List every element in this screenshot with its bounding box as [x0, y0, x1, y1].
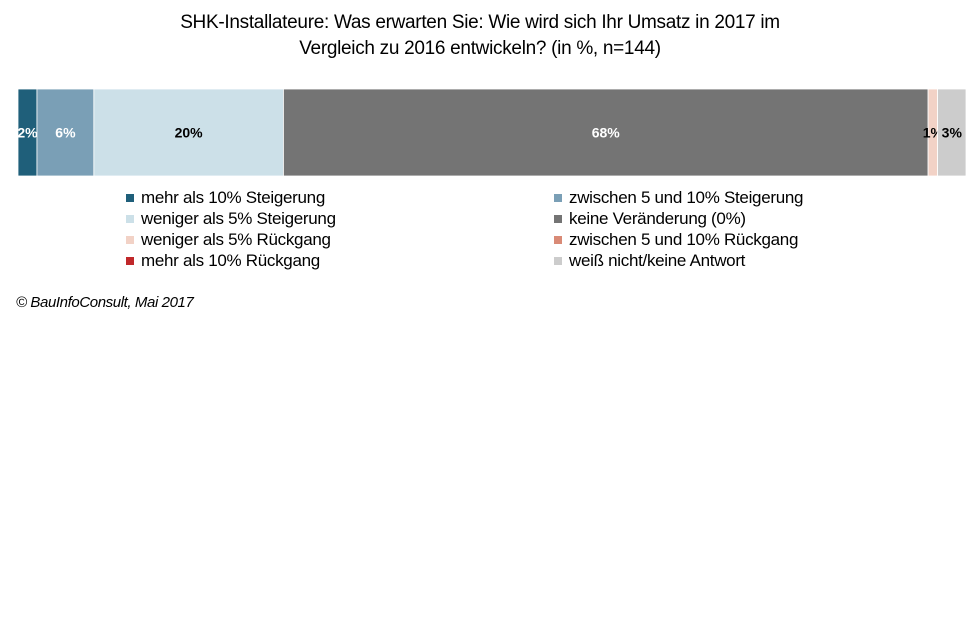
legend-item-mehr-als-10-steigerung: mehr als 10% Steigerung	[126, 187, 336, 208]
data-label-keine-ver-nderung-0: 68%	[592, 125, 621, 141]
legend-label: zwischen 5 und 10% Rückgang	[569, 229, 799, 249]
legend-swatch	[554, 214, 562, 223]
data-label-weniger-als-5-steigerung: 20%	[175, 125, 204, 141]
bar-segment-wei-nicht-keine-antwort	[937, 88, 967, 177]
legend-item-wei-nicht-keine-antwort: weiß nicht/keine Antwort	[554, 250, 803, 271]
legend-label: weniger als 5% Rückgang	[141, 229, 331, 249]
legend-label: weiß nicht/keine Antwort	[569, 250, 746, 270]
source-note: © BauInfoConsult, Mai 2017	[16, 294, 194, 311]
legend-item-zwischen-5-und-10-r-ckgang: zwischen 5 und 10% Rückgang	[554, 229, 803, 250]
bar-segment-keine-ver-nderung-0	[283, 88, 929, 177]
legend-swatch	[126, 256, 134, 265]
legend-label: mehr als 10% Rückgang	[141, 250, 320, 270]
legend-item-weniger-als-5-steigerung: weniger als 5% Steigerung	[126, 208, 336, 229]
legend-item-zwischen-5-und-10-steigerung: zwischen 5 und 10% Steigerung	[554, 187, 803, 208]
data-label-wei-nicht-keine-antwort: 3%	[942, 125, 963, 141]
legend-item-mehr-als-10-r-ckgang: mehr als 10% Rückgang	[126, 250, 336, 271]
bar-segment-weniger-als-5-steigerung	[93, 88, 284, 177]
legend-label: zwischen 5 und 10% Steigerung	[569, 187, 804, 207]
legend-swatch	[554, 235, 562, 244]
data-label-zwischen-5-und-10-steigerung: 6%	[55, 125, 76, 141]
chart-title-line-2: Vergleich zu 2016 entwickeln? (in %, n=1…	[299, 38, 661, 59]
legend-swatch	[126, 214, 134, 223]
chart-title: SHK-Installateure: Was erwarten Sie: Wie…	[60, 10, 900, 62]
legend-swatch	[554, 256, 562, 265]
legend-label: keine Veränderung (0%)	[569, 208, 746, 228]
chart-title-line-1: SHK-Installateure: Was erwarten Sie: Wie…	[180, 12, 780, 33]
legend-swatch	[126, 235, 134, 244]
legend-item-keine-ver-nderung-0: keine Veränderung (0%)	[554, 208, 803, 229]
legend-swatch	[554, 193, 562, 202]
legend-left-column: mehr als 10% Steigerung weniger als 5% St…	[126, 187, 336, 271]
legend-right-column: zwischen 5 und 10% Steigerung keine Verän…	[554, 187, 803, 271]
legend-item-weniger-als-5-r-ckgang: weniger als 5% Rückgang	[126, 229, 336, 250]
bar-segment-zwischen-5-und-10-steigerung	[36, 88, 95, 177]
data-label-mehr-als-10-steigerung: 2%	[17, 125, 38, 141]
legend-label: weniger als 5% Steigerung	[141, 208, 336, 228]
legend-swatch	[126, 193, 134, 202]
legend-label: mehr als 10% Steigerung	[141, 187, 325, 207]
